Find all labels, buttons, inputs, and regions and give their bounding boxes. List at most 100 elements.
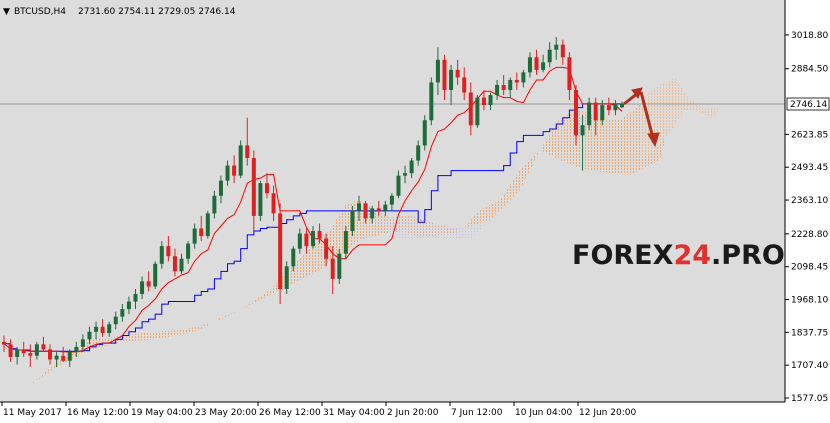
watermark: FOREX24.PRO	[572, 240, 785, 271]
candle-body	[567, 57, 572, 91]
candle-body	[435, 59, 440, 83]
candle-body	[41, 344, 46, 350]
candle-body	[554, 44, 559, 50]
x-tick-label: 12 Jun 20:00	[579, 408, 636, 418]
candle-body	[28, 353, 33, 356]
candle-body	[475, 97, 480, 126]
candle-body	[264, 183, 269, 194]
x-tick-label: 2 Jun 20:00	[387, 408, 439, 418]
kijun-sen-path	[4, 103, 622, 352]
y-tick-label: 1968.10	[791, 296, 828, 306]
ohlc-values: 2731.60 2754.11 2729.05 2746.14	[78, 7, 236, 17]
candle-body	[153, 263, 158, 287]
symbol-label: BTCUSD,H4	[14, 7, 66, 17]
candle-body	[146, 281, 151, 287]
candle-body	[54, 355, 59, 360]
candle-body	[541, 62, 546, 70]
candle-body	[291, 248, 296, 267]
candle-body	[218, 180, 223, 196]
candle-body	[343, 231, 348, 254]
candle-body	[67, 351, 72, 361]
candle-body	[284, 266, 289, 289]
kijun-sen-line	[4, 103, 622, 352]
y-tick-label: 1577.05	[791, 394, 828, 404]
candle-body	[508, 79, 513, 91]
y-tick-label: 2363.10	[791, 196, 828, 206]
candle-body	[212, 195, 217, 214]
candle-body	[462, 77, 467, 93]
candle-body	[547, 49, 552, 63]
candle-body	[416, 145, 421, 161]
candle-body	[126, 301, 131, 310]
candle-body	[107, 324, 112, 334]
candle-body	[488, 95, 493, 106]
candle-body	[232, 165, 237, 176]
price-tag-box	[786, 97, 830, 111]
x-tick-label: 26 May 12:00	[259, 408, 321, 418]
candle-body	[74, 346, 79, 352]
candle-body	[613, 103, 618, 111]
candle-body	[527, 57, 532, 73]
triangle-down-icon: ▼	[3, 7, 10, 17]
y-tick-label: 1837.75	[791, 328, 828, 338]
candle-body	[8, 344, 13, 357]
candle-body	[521, 72, 526, 83]
candle-body	[251, 158, 256, 216]
candle-body	[225, 165, 230, 181]
candle-body	[238, 145, 243, 176]
ichimoku-cloud-purple	[375, 220, 490, 240]
y-axis: 3018.80 2884.50 2623.85 2493.45 2363.10 2228.…	[785, 31, 828, 404]
candle-body	[317, 231, 322, 239]
candle-body	[383, 204, 388, 211]
candle-body	[278, 213, 283, 289]
candle-body	[113, 316, 118, 325]
x-tick-label: 31 May 04:00	[323, 408, 385, 418]
candle-body	[455, 69, 460, 78]
x-tick-label: 11 May 2017	[3, 408, 62, 418]
candle-body	[15, 349, 20, 357]
candle-body	[560, 44, 565, 58]
candle-body	[100, 326, 105, 334]
candle-body	[580, 125, 585, 136]
candle-body	[186, 243, 191, 259]
candle-body	[199, 228, 204, 237]
y-tick-label: 2228.80	[791, 230, 828, 240]
y-tick-label: 2623.85	[791, 130, 828, 140]
candle-body	[80, 339, 85, 347]
x-tick-label: 23 May 20:00	[195, 408, 257, 418]
forecast-arrow-down	[639, 91, 655, 139]
candle-body	[337, 253, 342, 279]
candle-body	[271, 193, 276, 214]
candle-body	[61, 355, 66, 361]
candle-body	[311, 231, 315, 247]
candle-body	[468, 92, 473, 126]
candle-body	[442, 59, 447, 91]
candle-body	[495, 84, 500, 96]
candle-body	[573, 90, 578, 136]
candle-body	[534, 57, 539, 70]
candle-body	[514, 79, 519, 83]
candle-body	[481, 97, 486, 106]
candle-body	[34, 344, 39, 356]
watermark-text-number: 24	[673, 240, 711, 271]
x-axis-background	[0, 402, 785, 423]
candle-body	[429, 82, 434, 121]
candle-body	[205, 213, 210, 237]
candle-body	[449, 69, 454, 91]
candle-body	[593, 102, 598, 121]
y-tick-label: 2098.45	[791, 263, 828, 273]
candle-body	[587, 102, 592, 126]
candle-body	[166, 246, 171, 257]
candle-body	[133, 294, 138, 302]
current-price-tag: 2746.14	[786, 97, 830, 111]
candle-body	[140, 281, 145, 295]
candle-body	[159, 246, 164, 264]
candle-body	[179, 258, 184, 272]
candle-body	[172, 256, 177, 272]
x-tick-label: 7 Jun 12:00	[451, 408, 503, 418]
candle-body	[606, 105, 611, 111]
candle-body	[304, 233, 309, 247]
candle-body	[21, 349, 26, 354]
candle-body	[396, 175, 401, 196]
